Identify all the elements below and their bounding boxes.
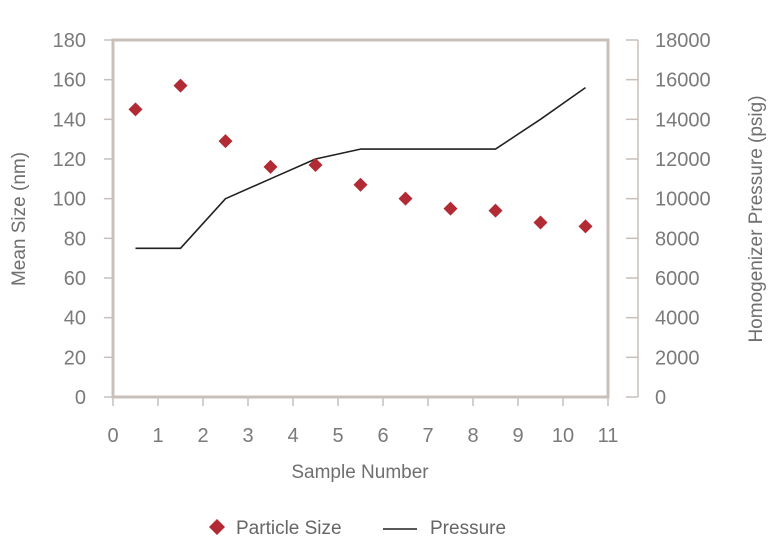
x-tick-label: 3 — [242, 425, 253, 447]
left-y-tick-label: 80 — [64, 228, 86, 250]
right-y-axis-title: Homogenizer Pressure (psig) — [746, 95, 767, 342]
left-y-tick-label: 140 — [53, 109, 86, 131]
x-tick-label: 7 — [422, 425, 433, 447]
left-y-axis-title: Mean Size (nm) — [9, 152, 30, 286]
right-y-tick-label: 4000 — [655, 308, 700, 330]
particle-size-point — [128, 102, 143, 117]
right-y-tick-label: 10000 — [655, 189, 711, 211]
right-y-tick-label: 18000 — [655, 30, 711, 52]
x-axis-title: Sample Number — [291, 462, 429, 483]
right-y-tick-label: 16000 — [655, 70, 711, 92]
left-y-tick-label: 0 — [75, 387, 86, 409]
particle-size-point — [578, 219, 593, 234]
particle-size-point — [533, 215, 548, 230]
pressure-line — [135, 86, 586, 250]
x-axis-ticks: 0 1 2 3 4 5 6 7 8 9 10 11 — [107, 397, 618, 447]
left-y-tick-label: 120 — [53, 149, 86, 171]
left-y-tick-label: 100 — [53, 189, 86, 211]
left-y-tick-label: 40 — [64, 308, 86, 330]
x-tick-label: 5 — [332, 425, 343, 447]
particle-size-point — [398, 191, 413, 206]
right-y-axis-ticks: 0 2000 4000 6000 8000 10000 12000 14000 16000 180… — [626, 30, 711, 409]
x-tick-label: 0 — [107, 425, 118, 447]
particle-size-point — [353, 177, 368, 192]
x-tick-label: 1 — [152, 425, 163, 447]
particle-size-point — [173, 78, 188, 93]
particle-size-point — [218, 134, 233, 149]
x-tick-label: 10 — [552, 425, 574, 447]
left-y-tick-label: 60 — [64, 268, 86, 290]
pressure-series — [135, 86, 586, 250]
x-tick-label: 2 — [197, 425, 208, 447]
right-y-tick-label: 2000 — [655, 347, 700, 369]
legend: Particle Size Pressure — [209, 518, 506, 539]
particle-size-point — [488, 203, 503, 218]
right-y-tick-label: 6000 — [655, 268, 700, 290]
particle-size-point — [308, 157, 323, 172]
plot-area-border — [111, 38, 610, 399]
right-y-tick-label: 14000 — [655, 109, 711, 131]
left-y-tick-label: 160 — [53, 70, 86, 92]
right-y-tick-label: 8000 — [655, 228, 700, 250]
left-y-axis-ticks: 0 20 40 60 80 100 120 140 160 180 — [53, 30, 113, 409]
left-y-tick-label: 20 — [64, 347, 86, 369]
x-tick-label: 8 — [467, 425, 478, 447]
x-tick-label: 9 — [512, 425, 523, 447]
particle-size-point — [443, 201, 458, 216]
left-y-tick-label: 180 — [53, 30, 86, 52]
x-tick-label: 6 — [377, 425, 388, 447]
legend-pressure-label: Pressure — [430, 518, 506, 539]
right-y-tick-label: 12000 — [655, 149, 711, 171]
plot-frame — [111, 38, 639, 399]
x-tick-label: 11 — [598, 425, 619, 447]
x-tick-label: 4 — [287, 425, 298, 447]
particle-size-point — [263, 159, 278, 174]
particle-size-series — [128, 78, 593, 234]
right-y-tick-label: 0 — [655, 387, 666, 409]
legend-particle-size-label: Particle Size — [236, 518, 342, 539]
legend-particle-size-marker — [209, 519, 225, 535]
